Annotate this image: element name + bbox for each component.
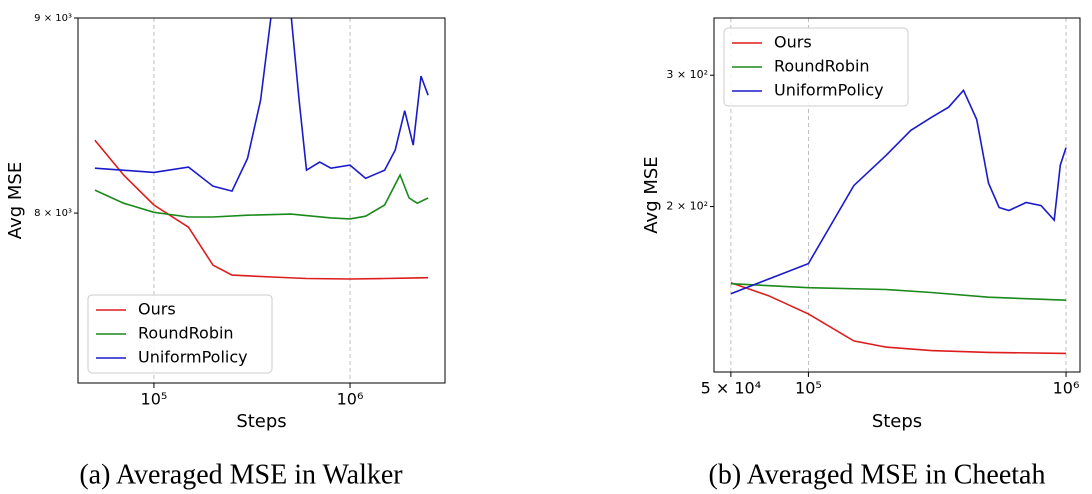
plot-frame bbox=[713, 17, 1081, 373]
series-line bbox=[94, 18, 429, 193]
series-line bbox=[730, 88, 1067, 295]
y-tick-label: 9 × 10³ bbox=[34, 13, 72, 24]
legend-label: Ours bbox=[138, 300, 176, 319]
series-line bbox=[94, 173, 429, 220]
x-axis-label: Steps bbox=[236, 411, 286, 432]
legend-label: RoundRobin bbox=[138, 324, 234, 343]
y-axis-label: Avg MSE bbox=[5, 162, 26, 239]
legend-label: Ours bbox=[774, 33, 812, 52]
legend-box bbox=[87, 294, 273, 374]
legend-box bbox=[723, 27, 909, 107]
series-line bbox=[94, 139, 429, 280]
x-tick-label: 5 × 10⁴ bbox=[701, 379, 762, 398]
legend-label: RoundRobin bbox=[774, 57, 870, 76]
caption: (a) Averaged MSE in Walker bbox=[79, 459, 403, 490]
series-line bbox=[730, 282, 1067, 301]
legend-label: UniformPolicy bbox=[774, 81, 884, 100]
subplot: 10⁵ 10⁶ 8 × 10³ 9 × 10³ Ours RoundRobin Unifor… bbox=[5, 13, 446, 490]
x-tick-label: 10⁶ bbox=[337, 390, 364, 409]
legend: Ours RoundRobin UniformPolicy bbox=[87, 294, 273, 374]
x-tick-label: 10⁵ bbox=[141, 390, 168, 409]
y-tick-label: 3 × 10² bbox=[666, 68, 708, 81]
x-tick-label: 10⁶ bbox=[1053, 379, 1080, 398]
caption: (b) Averaged MSE in Cheetah bbox=[709, 459, 1046, 490]
series-line bbox=[730, 281, 1067, 355]
x-tick-label: 10⁵ bbox=[795, 379, 822, 398]
x-axis-label: Steps bbox=[872, 411, 922, 432]
plot-frame bbox=[77, 17, 446, 384]
y-axis-label: Avg MSE bbox=[641, 156, 662, 233]
y-tick-label: 8 × 10³ bbox=[34, 208, 72, 219]
legend: Ours RoundRobin UniformPolicy bbox=[723, 27, 909, 107]
legend-label: UniformPolicy bbox=[138, 348, 248, 367]
y-tick-label: 2 × 10² bbox=[666, 200, 708, 213]
subplot: 5 × 10⁴ 10⁵ 10⁶ 2 × 10² 3 × 10² Ours RoundRobi… bbox=[641, 17, 1081, 490]
